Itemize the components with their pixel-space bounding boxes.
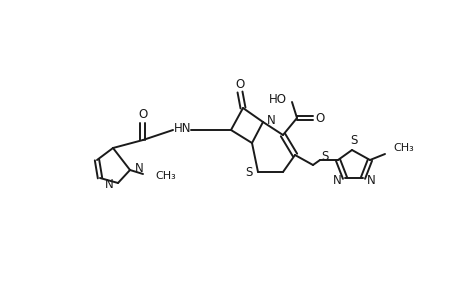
Text: N: N <box>134 161 143 175</box>
Text: N: N <box>366 173 375 187</box>
Text: N: N <box>332 173 341 187</box>
Text: CH₃: CH₃ <box>155 171 175 181</box>
Text: S: S <box>321 151 328 164</box>
Text: S: S <box>245 167 252 179</box>
Text: S: S <box>350 134 357 148</box>
Text: O: O <box>315 112 324 124</box>
Text: O: O <box>138 109 147 122</box>
Text: O: O <box>235 77 244 91</box>
Text: HN: HN <box>174 122 191 136</box>
Text: N: N <box>266 115 275 128</box>
Text: CH₃: CH₃ <box>392 143 413 153</box>
Text: N: N <box>104 178 113 191</box>
Text: HO: HO <box>269 92 286 106</box>
